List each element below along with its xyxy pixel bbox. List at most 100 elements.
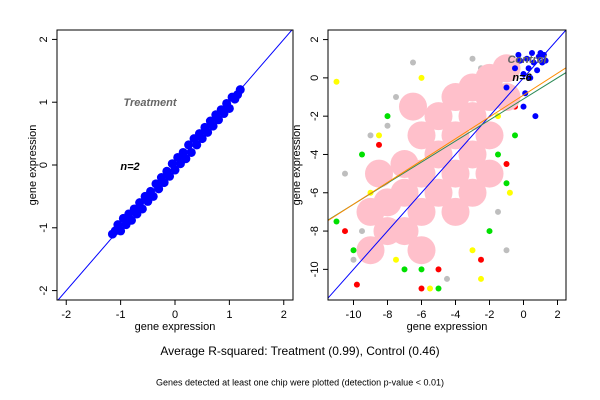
point: [515, 51, 522, 58]
point: [523, 55, 530, 62]
x-tick-label: -8: [383, 309, 393, 321]
y-tick-label: 0: [38, 162, 50, 168]
point: [441, 121, 470, 150]
point: [495, 208, 501, 215]
point: [350, 247, 357, 254]
point: [342, 170, 348, 177]
point: [469, 247, 476, 254]
point: [359, 228, 365, 235]
x-tick-label: -2: [485, 309, 495, 321]
point: [517, 57, 524, 64]
point: [137, 204, 147, 214]
point: [441, 159, 470, 188]
plot-area: [57, 30, 293, 300]
point: [356, 197, 385, 226]
point: [393, 256, 399, 263]
point: [186, 147, 196, 157]
fit-line: [328, 67, 566, 222]
point: [384, 122, 391, 129]
caption: Average R-squared: Treatment (0.99), Con…: [160, 344, 439, 358]
point: [350, 256, 357, 263]
point: [401, 266, 408, 273]
x-tick-label: -6: [417, 309, 427, 321]
y-tick-label: 2: [38, 36, 50, 42]
point: [527, 74, 534, 81]
point: [333, 78, 340, 85]
y-tick-label: -6: [309, 188, 321, 198]
x-tick-label: 1: [226, 309, 232, 321]
point: [435, 266, 442, 273]
point: [537, 49, 544, 56]
point: [469, 55, 476, 62]
point: [458, 140, 487, 169]
x-tick-label: 0: [172, 309, 178, 321]
point: [407, 236, 436, 265]
y-tick-label: -10: [309, 261, 321, 277]
point: [478, 275, 484, 282]
point: [390, 178, 419, 207]
fit-line: [328, 30, 566, 299]
point: [148, 191, 158, 201]
point: [418, 266, 425, 273]
point: [492, 54, 521, 83]
point: [424, 102, 453, 131]
point: [503, 180, 510, 187]
point: [365, 159, 393, 188]
point: [418, 74, 425, 81]
y-tick-label: 2: [309, 37, 321, 43]
point: [393, 94, 399, 101]
point: [503, 161, 510, 168]
plot-area: [328, 30, 566, 299]
point: [542, 57, 549, 64]
point: [333, 218, 340, 225]
y-tick-label: -8: [309, 226, 321, 236]
y-tick-label: -2: [38, 286, 50, 296]
point: [116, 226, 126, 236]
y-axis-label: gene expression: [27, 125, 39, 206]
point: [529, 49, 535, 56]
point: [486, 228, 493, 235]
x-axis-label: gene expression: [135, 321, 216, 333]
point: [506, 189, 513, 196]
point: [503, 84, 510, 91]
annotation: Control: [507, 54, 547, 66]
point: [359, 151, 365, 158]
point: [534, 67, 541, 74]
point: [410, 59, 416, 66]
y-tick-label: -4: [309, 150, 321, 160]
point: [512, 132, 518, 139]
x-tick-label: -4: [451, 309, 461, 321]
x-tick-label: -2: [61, 309, 71, 321]
note: Genes detected at least one chip were pl…: [156, 377, 444, 387]
plot-frame: [327, 29, 567, 301]
point: [444, 275, 450, 282]
point: [376, 132, 382, 139]
y-tick-label: -1: [38, 223, 50, 233]
y-axis-label: gene expression: [291, 125, 303, 206]
y-tick-label: 1: [38, 99, 50, 105]
point: [407, 121, 436, 150]
point: [458, 178, 487, 207]
annotation: n=2: [120, 161, 139, 173]
point: [384, 113, 391, 120]
point: [427, 285, 433, 292]
x-tick-label: 0: [520, 309, 526, 321]
x-tick-label: -1: [116, 309, 126, 321]
point: [418, 285, 425, 292]
x-tick-label: 2: [281, 309, 287, 321]
point: [512, 65, 518, 72]
point: [181, 154, 191, 164]
point: [353, 281, 360, 288]
point: [478, 256, 484, 263]
point: [407, 197, 436, 226]
y-tick-label: -2: [309, 111, 321, 121]
point: [475, 121, 504, 150]
point: [435, 285, 442, 292]
point: [390, 217, 419, 246]
point: [495, 113, 501, 120]
point: [495, 151, 501, 158]
point: [475, 159, 504, 188]
point: [441, 197, 470, 226]
point: [503, 247, 510, 254]
